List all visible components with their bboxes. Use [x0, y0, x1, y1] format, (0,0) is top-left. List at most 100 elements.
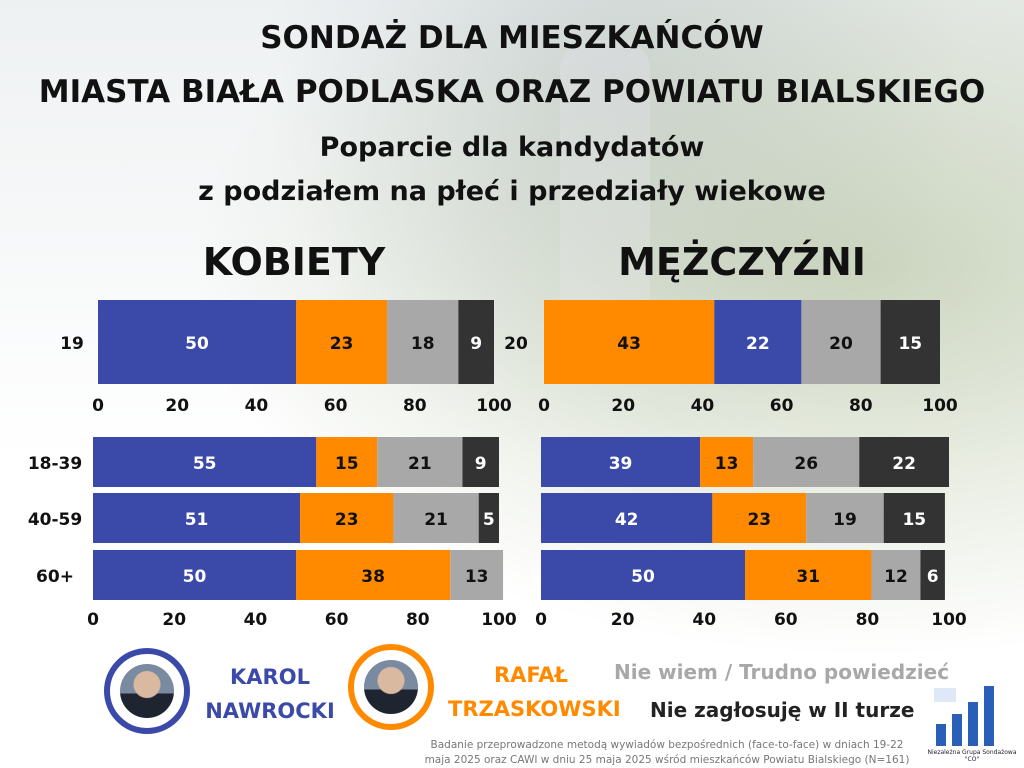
bar-men-nie_zaglosuje-0: [880, 300, 940, 384]
x-tick-men-age-2: 40: [692, 610, 716, 630]
bar-men-age-nie_wiem-2: [871, 550, 921, 600]
x-tick-men-4: 80: [849, 396, 873, 416]
x-tick-men-0: 0: [538, 396, 550, 416]
footnote-line-1: Badanie przeprowadzone metodą wywiadów b…: [430, 739, 904, 751]
bar-men-trzaskowski-0: [544, 300, 715, 384]
bar-value-women-trzaskowski-0: 23: [330, 334, 354, 354]
bar-value-men-nie_zaglosuje-0: 15: [898, 334, 922, 354]
category-label-women-age-1: 40-59: [28, 510, 82, 530]
bar-value-men-age-nie_wiem-1: 19: [833, 510, 857, 530]
x-tick-women-age-3: 60: [325, 610, 349, 630]
bar-men-age-nie_zaglosuje-1: [883, 493, 945, 543]
x-tick-men-1: 20: [611, 396, 635, 416]
bar-men-age-nawrocki-0: [541, 437, 701, 487]
bar-value-women-nie_wiem-0: 18: [411, 334, 435, 354]
title-line-2: MIASTA BIAŁA PODLASKA ORAZ POWIATU BIALS…: [38, 74, 986, 110]
legend-nie-wiem: Nie wiem / Trudno powiedzieć: [614, 660, 950, 684]
bar-men-age-nie_wiem-0: [753, 437, 860, 487]
subtitle-line-1: Poparcie dla kandydatów: [319, 132, 705, 163]
bar-value-women-age-nawrocki-0: 55: [193, 454, 217, 474]
bar-value-women-age-trzaskowski-2: 38: [361, 567, 385, 587]
footnote-line-2: maja 2025 oraz CAWI w dniu 25 maja 2025 …: [424, 754, 910, 766]
bar-value-men-age-nie_zaglosuje-2: 6: [927, 567, 939, 587]
legend-trzaskowski-last: TRZASKOWSKI: [448, 697, 621, 721]
category-label-women-age-2: 60+: [36, 567, 74, 587]
bar-women-nie_zaglosuje-0: [458, 300, 494, 384]
x-tick-men-2: 40: [691, 396, 715, 416]
x-tick-men-age-5: 100: [931, 610, 967, 630]
legend-trzaskowski-first: RAFAŁ: [493, 663, 569, 687]
bar-women-age-nie_wiem-1: [393, 493, 479, 543]
bar-men-age-nawrocki-1: [541, 493, 713, 543]
legend-nawrocki: KAROL NAWROCKI: [196, 660, 344, 728]
subtitle-line-2: z podziałem na płeć i przedziały wiekowe: [198, 176, 826, 207]
panel-title-women: KOBIETY: [202, 240, 386, 284]
x-tick-women-age-2: 40: [244, 610, 268, 630]
bar-value-men-age-nie_wiem-0: 26: [794, 454, 818, 474]
legend-nawrocki-first: KAROL: [230, 665, 310, 689]
bar-value-men-age-trzaskowski-2: 31: [796, 567, 820, 587]
bar-value-women-age-nie_wiem-0: 21: [408, 454, 432, 474]
bar-men-age-nie_zaglosuje-0: [859, 437, 949, 487]
trzaskowski-avatar: [348, 644, 434, 730]
bar-women-age-trzaskowski-2: [296, 550, 451, 600]
bar-value-women-nie_zaglosuje-0: 9: [470, 334, 482, 354]
bar-value-women-age-nie_zaglosuje-0: 9: [475, 454, 487, 474]
poll-logo-text: Niezależna Grupa Sondażowa "CO": [927, 749, 1017, 763]
bar-value-men-trzaskowski-0: 43: [617, 334, 641, 354]
bar-men-nie_wiem-0: [801, 300, 881, 384]
category-label-women-0: 19: [60, 334, 84, 354]
bar-women-age-trzaskowski-0: [316, 437, 378, 487]
bar-value-women-age-trzaskowski-0: 15: [335, 454, 359, 474]
bar-value-men-age-nie_wiem-2: 12: [884, 567, 908, 587]
x-tick-men-age-1: 20: [611, 610, 635, 630]
x-tick-men-age-0: 0: [535, 610, 547, 630]
bar-men-age-trzaskowski-2: [745, 550, 872, 600]
bar-women-age-nawrocki-1: [93, 493, 301, 543]
bar-women-age-trzaskowski-1: [300, 493, 394, 543]
panel-title-men: MĘŻCZYŹNI: [618, 240, 866, 284]
footnote: Badanie przeprowadzone metodą wywiadów b…: [412, 738, 922, 768]
x-tick-women-0: 0: [92, 396, 104, 416]
bar-value-men-age-nawrocki-0: 39: [609, 454, 633, 474]
bar-women-age-nie_wiem-0: [377, 437, 463, 487]
bar-women-age-nawrocki-2: [93, 550, 296, 600]
category-label-women-age-0: 18-39: [28, 454, 82, 474]
x-tick-men-age-4: 80: [856, 610, 880, 630]
bar-women-age-nie_zaglosuje-1: [478, 493, 499, 543]
bar-value-men-age-nawrocki-2: 50: [631, 567, 655, 587]
bar-value-women-age-nie_wiem-1: 21: [424, 510, 448, 530]
bar-value-men-nawrocki-0: 22: [746, 334, 770, 354]
x-tick-women-1: 20: [165, 396, 189, 416]
bar-men-age-nawrocki-2: [541, 550, 745, 600]
bar-value-men-age-nie_zaglosuje-1: 15: [902, 510, 926, 530]
bar-value-men-age-trzaskowski-1: 23: [747, 510, 771, 530]
bar-value-men-nie_wiem-0: 20: [829, 334, 853, 354]
bar-women-nie_wiem-0: [387, 300, 459, 384]
x-tick-women-3: 60: [324, 396, 348, 416]
bar-women-trzaskowski-0: [296, 300, 388, 384]
x-tick-women-age-1: 20: [162, 610, 186, 630]
title-line-1: SONDAŻ DLA MIESZKAŃCÓW: [260, 20, 764, 56]
poll-logo-icon: [934, 686, 994, 746]
legend-nie-zaglosuje: Nie zagłosuję w II turze: [650, 698, 915, 722]
x-tick-women-age-5: 100: [481, 610, 517, 630]
bar-women-age-nie_wiem-2: [450, 550, 504, 600]
x-tick-women-age-4: 80: [406, 610, 430, 630]
bar-value-women-age-nawrocki-2: 50: [183, 567, 207, 587]
bar-men-nawrocki-0: [714, 300, 802, 384]
bar-men-age-nie_wiem-1: [806, 493, 884, 543]
bar-value-men-age-nawrocki-1: 42: [615, 510, 639, 530]
bar-women-age-nawrocki-0: [93, 437, 317, 487]
bar-value-women-age-trzaskowski-1: 23: [335, 510, 359, 530]
bar-value-men-age-trzaskowski-0: 13: [715, 454, 739, 474]
nawrocki-avatar: [104, 648, 190, 734]
legend-trzaskowski: RAFAŁ TRZASKOWSKI: [448, 658, 621, 726]
bar-women-nawrocki-0: [98, 300, 296, 384]
x-tick-men-5: 100: [922, 396, 958, 416]
legend-nawrocki-last: NAWROCKI: [205, 699, 335, 723]
bar-value-men-age-nie_zaglosuje-0: 22: [892, 454, 916, 474]
x-tick-women-age-0: 0: [87, 610, 99, 630]
category-label-men-0: 20: [504, 334, 528, 354]
